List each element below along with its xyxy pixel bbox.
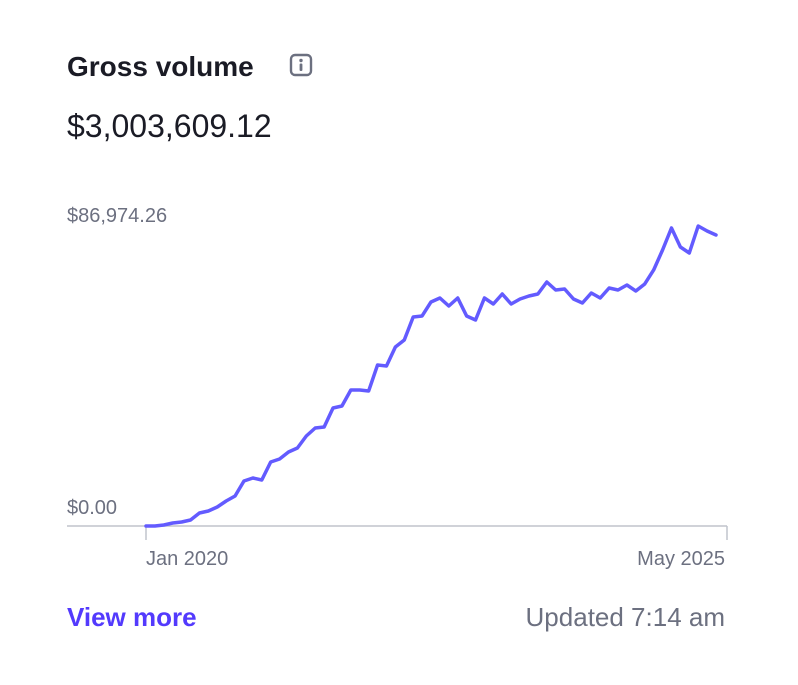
widget-title: Gross volume (67, 51, 254, 82)
y-tick-label: $86,974.26 (67, 205, 167, 227)
x-tick-label: Jan 2020 (146, 548, 228, 570)
total-amount: $3,003,609.12 (67, 108, 272, 144)
updated-time: Updated 7:14 am (526, 602, 725, 632)
info-icon[interactable] (289, 53, 313, 77)
y-tick-label: $0.00 (67, 497, 117, 519)
x-tick-label: May 2025 (637, 548, 725, 570)
view-more-link[interactable]: View more (67, 602, 197, 632)
volume-line (144, 224, 718, 528)
